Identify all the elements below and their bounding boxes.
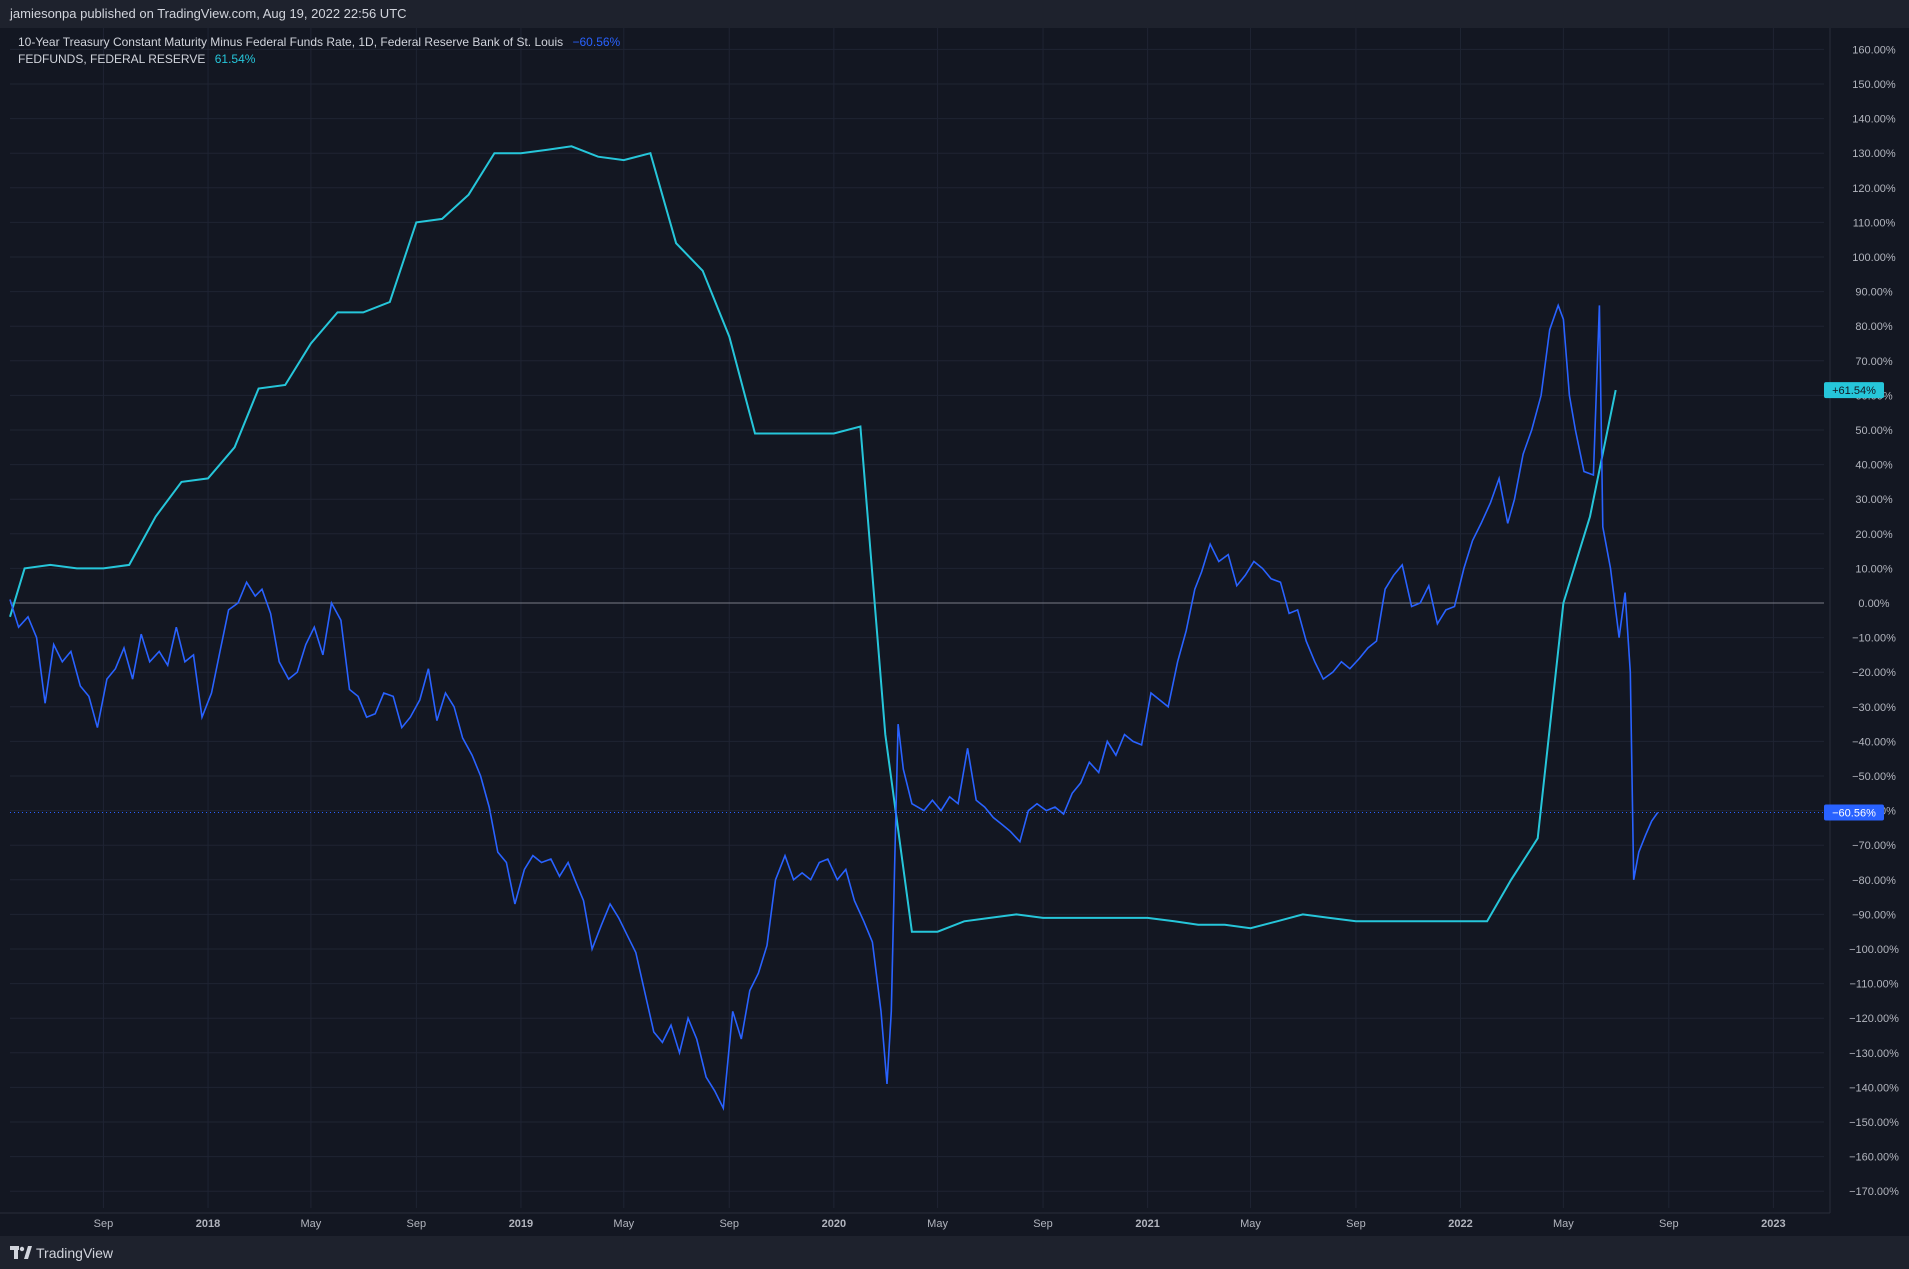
- spread-series-line: [9, 303, 1659, 1112]
- y-tick-label: −10.00%: [1852, 633, 1896, 645]
- footer-brand: TradingView: [36, 1245, 114, 1261]
- y-tick-label: 20.00%: [1855, 529, 1893, 541]
- x-tick-label: May: [927, 1218, 948, 1230]
- last-value-labels: +61.54% −60.56%: [1824, 382, 1884, 821]
- x-tick-label: May: [613, 1218, 634, 1230]
- x-tick-label: 2021: [1135, 1218, 1159, 1230]
- x-tick-label: May: [301, 1218, 322, 1230]
- legend-spread-value: −60.56%: [572, 35, 621, 49]
- y-tick-label: 80.00%: [1855, 321, 1893, 333]
- price-axis[interactable]: 160.00% 150.00% 140.00% 130.00% 120.00% 110.0…: [1849, 44, 1899, 1198]
- y-tick-label: 120.00%: [1852, 183, 1896, 195]
- y-tick-label: 50.00%: [1855, 425, 1893, 437]
- legend-spread-label: 10-Year Treasury Constant Maturity Minus…: [18, 35, 564, 49]
- legend-row-spread[interactable]: 10-Year Treasury Constant Maturity Minus…: [18, 35, 620, 49]
- last-value-badge: [1824, 382, 1884, 399]
- y-tick-label: 130.00%: [1852, 148, 1896, 160]
- y-tick-label: −100.00%: [1849, 944, 1899, 956]
- x-tick-label: May: [1240, 1218, 1261, 1230]
- y-tick-label: 160.00%: [1852, 44, 1896, 56]
- y-tick-label: −80.00%: [1852, 875, 1896, 887]
- x-tick-label: 2020: [822, 1218, 846, 1230]
- x-tick-label: May: [1553, 1218, 1574, 1230]
- tradingview-logo-icon: [10, 1246, 32, 1259]
- x-tick-label: Sep: [1346, 1218, 1366, 1230]
- grid: [0, 28, 1831, 1214]
- y-tick-label: −150.00%: [1849, 1117, 1899, 1129]
- y-tick-label: 110.00%: [1853, 217, 1896, 229]
- y-tick-label: 0.00%: [1858, 598, 1889, 610]
- x-tick-label: 2018: [196, 1218, 220, 1230]
- y-tick-label: −50.00%: [1852, 771, 1896, 783]
- last-value-text: −60.56%: [1832, 808, 1876, 820]
- footer: TradingView: [0, 1236, 1909, 1269]
- publish-header: jamiesonpa published on TradingView.com,…: [0, 0, 1909, 28]
- last-value-badge: [1824, 804, 1884, 821]
- y-tick-label: 150.00%: [1852, 79, 1896, 91]
- fedfunds-series-line: [9, 145, 1617, 933]
- y-tick-label: −110.00%: [1849, 979, 1898, 991]
- y-tick-label: −120.00%: [1849, 1013, 1899, 1025]
- y-tick-label: 30.00%: [1855, 494, 1893, 506]
- y-tick-label: −20.00%: [1852, 667, 1896, 679]
- y-tick-label: −140.00%: [1849, 1082, 1899, 1094]
- y-tick-label: −130.00%: [1849, 1048, 1899, 1060]
- x-tick-label: 2019: [509, 1218, 533, 1230]
- chart-plot[interactable]: 160.00% 150.00% 140.00% 130.00% 120.00% 110.0…: [0, 28, 1909, 1236]
- y-tick-label: −40.00%: [1852, 736, 1896, 748]
- legend-fedfunds-value: 61.54%: [214, 52, 256, 66]
- y-tick-label: −160.00%: [1849, 1152, 1899, 1164]
- y-tick-label: 40.00%: [1855, 460, 1893, 472]
- x-tick-label: 2023: [1761, 1218, 1785, 1230]
- y-tick-label: 70.00%: [1855, 356, 1893, 368]
- x-tick-label: 2022: [1448, 1218, 1472, 1230]
- last-value-text: +61.54%: [1832, 385, 1876, 397]
- time-axis[interactable]: Sep 2018 May Sep 2019 May Sep 2020 May Sep 2021 May…: [94, 1218, 1786, 1230]
- x-tick-label: Sep: [1033, 1218, 1053, 1230]
- x-tick-label: Sep: [1659, 1218, 1679, 1230]
- y-tick-label: 140.00%: [1852, 114, 1896, 126]
- y-tick-label: −70.00%: [1852, 840, 1896, 852]
- y-tick-label: −170.00%: [1849, 1186, 1899, 1198]
- y-tick-label: 100.00%: [1852, 252, 1896, 264]
- tradingview-logo[interactable]: TradingView: [10, 1244, 113, 1262]
- x-tick-label: Sep: [719, 1218, 739, 1230]
- y-tick-label: −30.00%: [1852, 702, 1896, 714]
- publish-text: jamiesonpa published on TradingView.com,…: [10, 6, 407, 21]
- y-tick-label: 90.00%: [1855, 287, 1893, 299]
- x-tick-label: Sep: [407, 1218, 427, 1230]
- y-tick-label: 10.00%: [1855, 563, 1893, 575]
- y-tick-label: −90.00%: [1852, 909, 1896, 921]
- legend-fedfunds-label: FEDFUNDS, FEDERAL RESERVE: [18, 52, 206, 66]
- x-tick-label: Sep: [94, 1218, 114, 1230]
- legend-row-fedfunds[interactable]: FEDFUNDS, FEDERAL RESERVE 61.54%: [18, 52, 255, 66]
